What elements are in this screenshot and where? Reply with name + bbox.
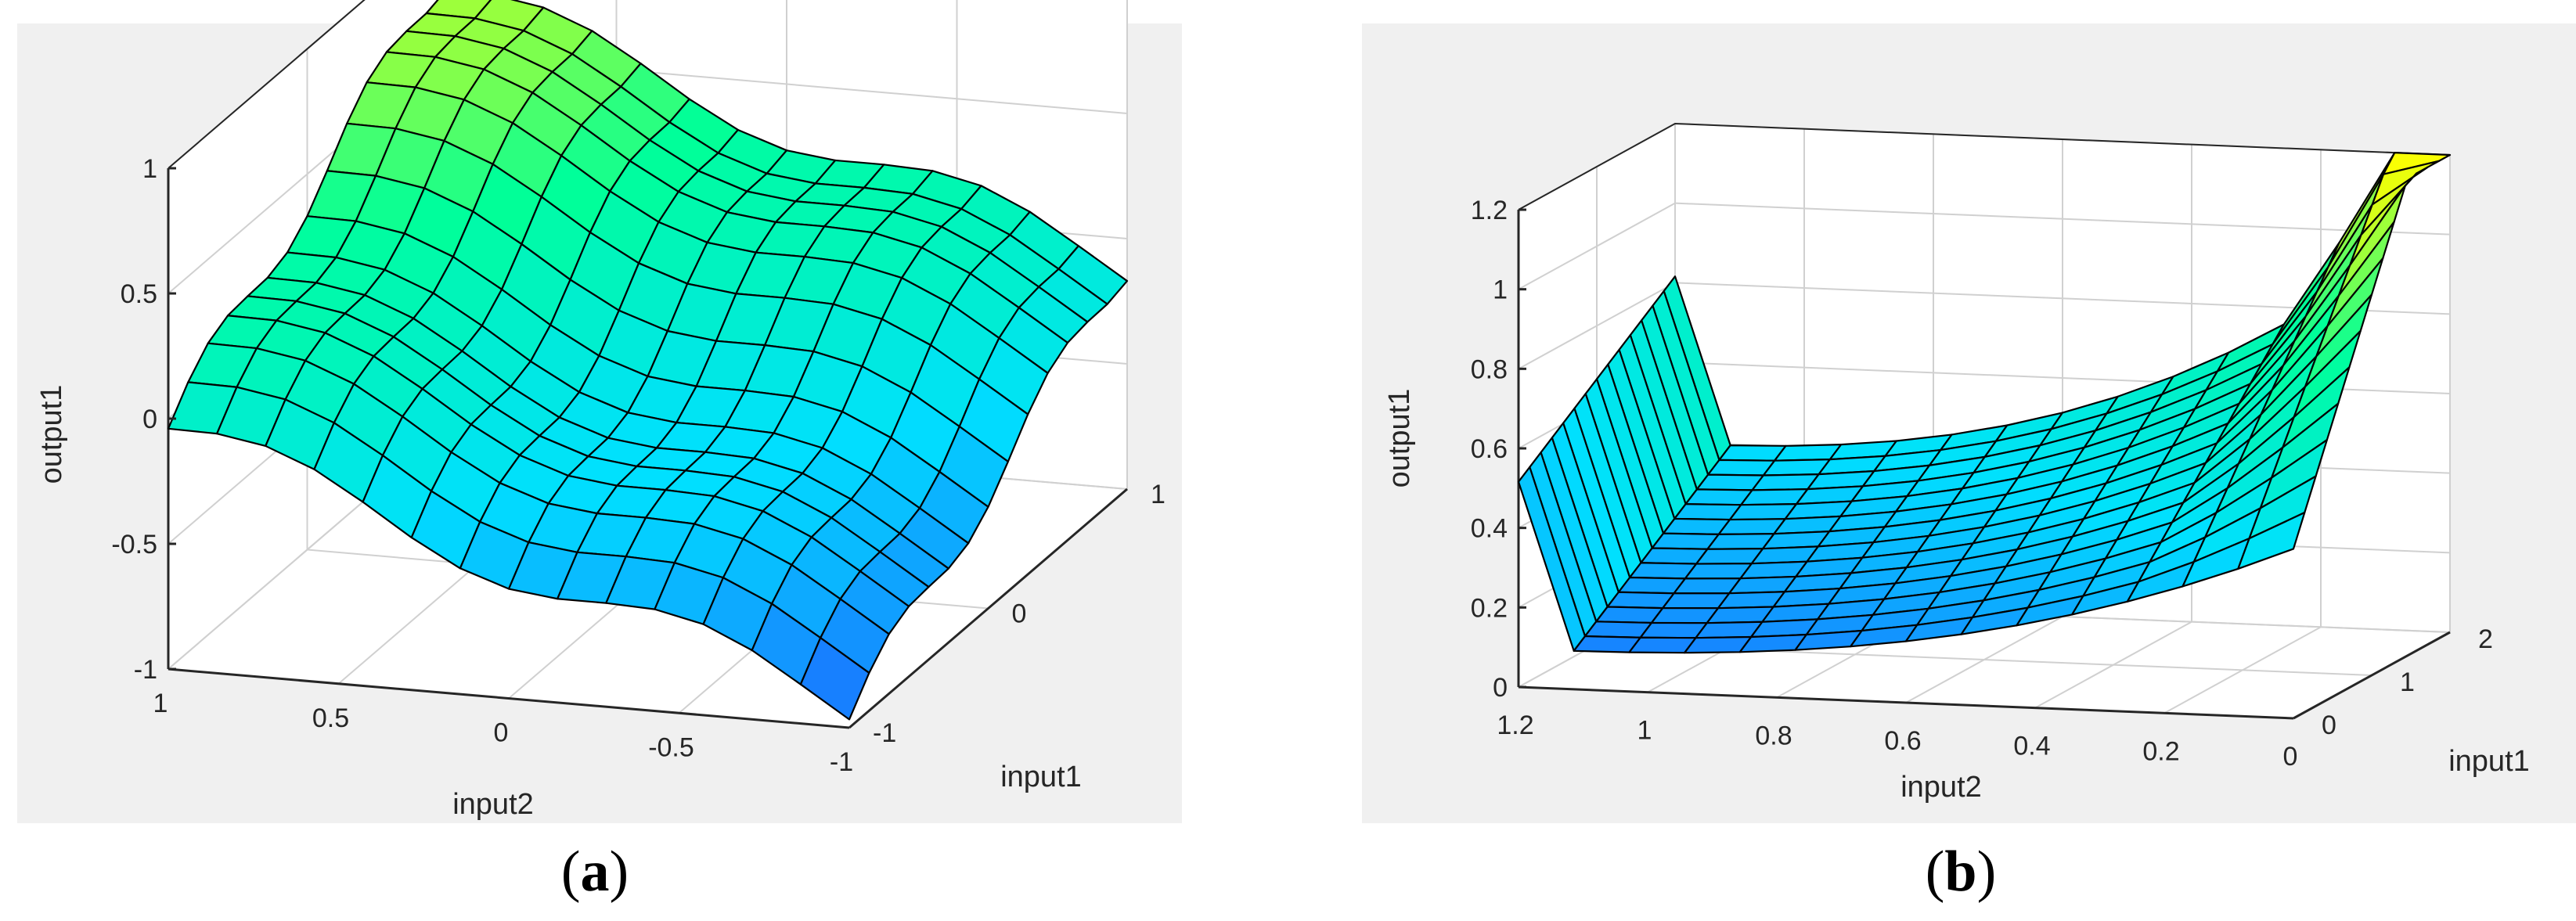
caption-b: (b) <box>1804 839 2117 905</box>
a-z-tick-label: -0.5 <box>111 530 157 559</box>
chart-panel-b: 1.2 1 0.8 0.6 0.4 0.2 0 1.2 1 0.8 0.6 0.4 0.2 0 0 1 2 inp… <box>1346 0 2576 829</box>
a-y-axis-label: input1 <box>1000 761 1082 793</box>
b-y-axis-line <box>2293 631 2451 720</box>
a-z-axis-label: output1 <box>35 385 68 484</box>
a-x-tick-label: -0.5 <box>648 732 694 762</box>
caption-a-letter: a <box>580 840 610 904</box>
a-x-tick-label: 0 <box>494 718 509 748</box>
b-x-tick-label: 0.8 <box>1755 721 1792 750</box>
b-z-tick-label: 1.2 <box>1471 196 1508 225</box>
b-surface-patch <box>2237 511 2306 570</box>
b-x-tick-label: 0.2 <box>2142 736 2179 766</box>
a-y-tick-label: -1 <box>873 718 896 748</box>
a-z-tick-label: 1 <box>142 154 157 184</box>
a-z-tick-label: 0.5 <box>121 279 157 309</box>
b-z-tick-label: 1 <box>1493 275 1508 305</box>
b-z-tick-label: 0.8 <box>1471 354 1508 384</box>
a-y-tick-label: 1 <box>1151 480 1166 509</box>
a-x-axis-line <box>168 667 850 729</box>
caption-b-open: ( <box>1925 840 1945 904</box>
b-box-top <box>1518 122 2451 210</box>
a-y-axis-line <box>848 487 1128 729</box>
a-y-tick-label: 0 <box>1012 599 1027 629</box>
a-surface-patch <box>799 637 870 721</box>
chart-panel-a: 1 0.5 0 -0.5 -1 1 0.5 0 -0.5 -1 -1 0 1 input2 input1 ou… <box>0 0 1221 829</box>
a-box-top <box>168 0 366 169</box>
b-x-tick-label: 0.4 <box>2013 732 2050 761</box>
b-x-axis-line <box>1518 685 2294 720</box>
b-y-tick-label: 0 <box>2322 711 2336 740</box>
b-x-tick-label: 1 <box>1637 716 1652 746</box>
a-x-axis-label: input2 <box>452 788 534 821</box>
caption-a-close: ) <box>609 840 629 904</box>
b-y-axis-label: input1 <box>2448 745 2530 778</box>
b-x-tick-label: 0.6 <box>1884 726 1921 756</box>
b-z-tick-label: 0 <box>1493 673 1508 703</box>
caption-b-letter: b <box>1944 840 1977 904</box>
a-z-tick-label: 0 <box>142 405 157 434</box>
b-y-tick-label: 1 <box>2400 667 2415 697</box>
b-x-tick-label: 0 <box>2283 742 2298 772</box>
b-y-tick-label: 2 <box>2478 624 2493 654</box>
a-x-tick-label: 1 <box>153 689 168 718</box>
surface-plot-a: 1 0.5 0 -0.5 -1 1 0.5 0 -0.5 -1 -1 0 1 input2 input1 ou… <box>17 0 1182 823</box>
b-x-tick-label: 1.2 <box>1497 711 1533 740</box>
b-z-tick-label: 0.2 <box>1471 593 1508 623</box>
b-z-tick-label: 0.6 <box>1471 434 1508 464</box>
caption-a-open: ( <box>560 840 581 904</box>
a-x-tick-label: 0.5 <box>312 703 349 733</box>
surface-plot-b: 1.210.80.60.40.201.2 1 0.8 0.6 0.4 0.2 0012inp… <box>1362 23 2576 823</box>
a-z-tick-label: -1 <box>134 655 157 685</box>
b-z-tick-label: 0.4 <box>1471 514 1508 544</box>
b-z-axis-label: output1 <box>1383 389 1416 488</box>
b-x-axis-label: input2 <box>1900 771 1982 804</box>
caption-a: (a) <box>438 839 751 905</box>
caption-b-close: ) <box>1976 840 1997 904</box>
a-x-tick-label: -1 <box>830 747 853 777</box>
